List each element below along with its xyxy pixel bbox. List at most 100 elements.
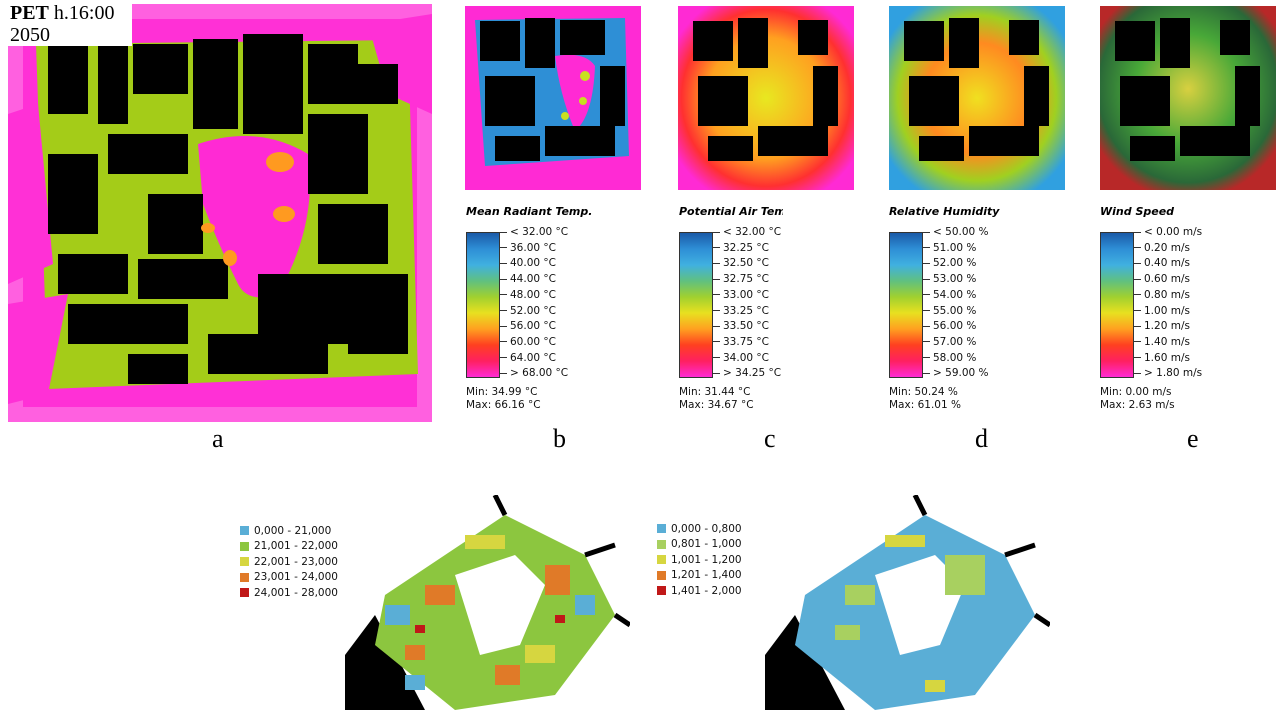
- legend-3d-label: 24,001 - 28,000: [254, 586, 338, 599]
- legend-tick: > 59.00 %: [922, 367, 989, 379]
- legend-swatch: [240, 588, 249, 598]
- legend-minmax: Min: 34.99 °C Max: 66.16 °C: [466, 386, 541, 412]
- legend-tick: 34.00 °C: [712, 352, 769, 364]
- legend-tick: 53.00 %: [922, 273, 976, 285]
- legend-tick: 32.75 °C: [712, 273, 769, 285]
- legend-title: Wind Speed: [1100, 205, 1175, 218]
- legend-ticks: < 32.00 °C 36.00 °C 40.00 °C 44.00 °C 48.00 …: [499, 226, 619, 386]
- legend-max: Max: 2.63 m/s: [1100, 399, 1175, 411]
- legend-tick: 40.00 °C: [499, 257, 556, 269]
- legend-minmax: Min: 50.24 % Max: 61.01 %: [889, 386, 961, 412]
- pet-map: [8, 4, 432, 422]
- legend-3d-left: 0,000 - 21,000 21,001 - 22,000 22,001 - 23…: [240, 523, 338, 601]
- legend-swatch: [657, 524, 666, 534]
- legend-3d-item: 22,001 - 23,000: [240, 554, 338, 570]
- legend-swatch: [657, 539, 666, 549]
- legend-tick: > 1.80 m/s: [1133, 367, 1202, 379]
- legend-3d-item: 1,401 - 2,000: [657, 583, 742, 599]
- legend-tick: 33.25 °C: [712, 305, 769, 317]
- legend-tick: 33.50 °C: [712, 320, 769, 332]
- 3d-view-left: [345, 495, 630, 710]
- legend-3d-item: 23,001 - 24,000: [240, 570, 338, 586]
- legend-3d-label: 1,401 - 2,000: [671, 584, 742, 597]
- legend-tick: 44.00 °C: [499, 273, 556, 285]
- legend-ticks: < 32.00 °C 32.25 °C 32.50 °C 32.75 °C 33.00 …: [712, 226, 832, 386]
- color-ramp: [466, 232, 500, 378]
- legend-tick: 57.00 %: [922, 336, 976, 348]
- pet-title-time: h.16:00: [48, 2, 115, 24]
- panel-label-b: b: [553, 424, 566, 453]
- legend-tick: 52.00 °C: [499, 305, 556, 317]
- legend-tick: < 32.00 °C: [712, 226, 781, 238]
- legend-tick: 1.40 m/s: [1133, 336, 1190, 348]
- legend-min: Min: 31.44 °C: [679, 386, 751, 398]
- color-ramp: [1100, 232, 1134, 378]
- legend-minmax: Min: 31.44 °C Max: 34.67 °C: [679, 386, 754, 412]
- legend-tick: 56.00 %: [922, 320, 976, 332]
- legend-tick: < 32.00 °C: [499, 226, 568, 238]
- legend-tick: 0.40 m/s: [1133, 257, 1190, 269]
- legend-tick: < 0.00 m/s: [1133, 226, 1202, 238]
- legend-tick: 51.00 %: [922, 242, 976, 254]
- legend-3d-label: 23,001 - 24,000: [254, 571, 338, 584]
- legend-tick: 0.60 m/s: [1133, 273, 1190, 285]
- legend-min: Min: 34.99 °C: [466, 386, 538, 398]
- legend-3d-label: 22,001 - 23,000: [254, 555, 338, 568]
- legend-tick: 36.00 °C: [499, 242, 556, 254]
- legend-tick: > 34.25 °C: [712, 367, 781, 379]
- legend-title: Potential Air Temp: [679, 205, 783, 218]
- legend-tick: 54.00 %: [922, 289, 976, 301]
- legend-max: Max: 34.67 °C: [679, 399, 754, 411]
- color-ramp: [889, 232, 923, 378]
- legend-3d-item: 24,001 - 28,000: [240, 585, 338, 601]
- legend-tick: 32.25 °C: [712, 242, 769, 254]
- legend-3d-right: 0,000 - 0,800 0,801 - 1,000 1,001 - 1,200 1…: [657, 521, 742, 599]
- legend-3d-label: 0,000 - 0,800: [671, 522, 742, 535]
- pet-title-year: 2050: [10, 24, 50, 46]
- legend-tick: < 50.00 %: [922, 226, 989, 238]
- legend-tick: 0.20 m/s: [1133, 242, 1190, 254]
- legend-min: Min: 50.24 %: [889, 386, 958, 398]
- wind-speed-map: [1100, 6, 1276, 190]
- legend-max: Max: 61.01 %: [889, 399, 961, 411]
- pet-title: PET h.16:00 2050: [8, 2, 132, 46]
- legend-tick: 56.00 °C: [499, 320, 556, 332]
- legend-3d-item: 1,001 - 1,200: [657, 552, 742, 568]
- legend-title: Relative Humidity: [889, 205, 1000, 218]
- legend-3d-label: 1,201 - 1,400: [671, 569, 742, 582]
- legend-swatch: [240, 572, 249, 582]
- legend-tick: 60.00 °C: [499, 336, 556, 348]
- legend-3d-label: 1,001 - 1,200: [671, 553, 742, 566]
- legend-tick: 1.60 m/s: [1133, 352, 1190, 364]
- legend-tick: 1.20 m/s: [1133, 320, 1190, 332]
- legend-ticks: < 0.00 m/s 0.20 m/s 0.40 m/s 0.60 m/s 0.80 m…: [1133, 226, 1253, 386]
- legend-tick: 52.00 %: [922, 257, 976, 269]
- legend-3d-item: 21,001 - 22,000: [240, 539, 338, 555]
- legend-3d-item: 0,801 - 1,000: [657, 537, 742, 553]
- legend-ticks: < 50.00 % 51.00 % 52.00 % 53.00 % 54.00 % 55.…: [922, 226, 1042, 386]
- legend-tick: 33.75 °C: [712, 336, 769, 348]
- 3d-view-right: [765, 495, 1050, 710]
- legend-title: Mean Radiant Temp.: [466, 205, 593, 218]
- legend-tick: 1.00 m/s: [1133, 305, 1190, 317]
- legend-swatch: [240, 541, 249, 551]
- legend-min: Min: 0.00 m/s: [1100, 386, 1172, 398]
- panel-label-d: d: [975, 424, 988, 453]
- legend-swatch: [657, 586, 666, 596]
- legend-max: Max: 66.16 °C: [466, 399, 541, 411]
- legend-tick: 48.00 °C: [499, 289, 556, 301]
- panel-label-a: a: [212, 424, 224, 453]
- legend-3d-label: 0,801 - 1,000: [671, 538, 742, 551]
- color-ramp: [679, 232, 713, 378]
- legend-tick: 0.80 m/s: [1133, 289, 1190, 301]
- legend-swatch: [657, 555, 666, 565]
- legend-swatch: [240, 526, 249, 536]
- panel-label-c: c: [764, 424, 776, 453]
- legend-3d-label: 0,000 - 21,000: [254, 524, 332, 537]
- legend-tick: 33.00 °C: [712, 289, 769, 301]
- legend-tick: > 68.00 °C: [499, 367, 568, 379]
- legend-3d-item: 1,201 - 1,400: [657, 568, 742, 584]
- panel-label-e: e: [1187, 424, 1199, 453]
- legend-tick: 64.00 °C: [499, 352, 556, 364]
- humidity-map: [889, 6, 1065, 190]
